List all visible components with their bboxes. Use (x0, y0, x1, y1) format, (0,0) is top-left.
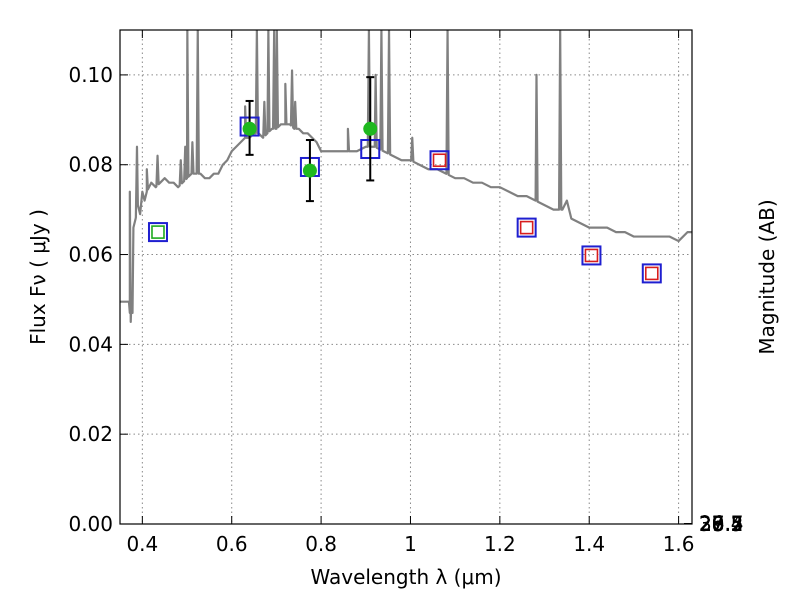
plot-area (120, 30, 692, 324)
nondetection-marker (151, 225, 165, 239)
y-axis-label-left: Flux Fν ( μJy ) (26, 209, 50, 345)
right-tick-label: 28 (699, 512, 724, 536)
axes: 0.4 0.6 0.8 1 1.2 1.4 1.6 0.00 0.02 0.04 0.06 0.08 0… (68, 30, 744, 556)
plot-frame (119, 29, 693, 525)
observed-flux-point (242, 121, 257, 136)
right-tick-label: 30 (699, 512, 724, 536)
x-tick-label: 1.6 (663, 532, 695, 556)
model-band-marker (581, 245, 602, 266)
y-tick-label: 0.08 (68, 153, 113, 177)
y-tick-label: 0.10 (68, 63, 113, 87)
right-tick-label: 27.5 (699, 512, 744, 536)
y-tick-label: 0.04 (68, 332, 113, 356)
x-tick-label: 1.2 (484, 532, 516, 556)
x-tick-label: 0.8 (305, 532, 337, 556)
x-tick-label: 1.4 (573, 532, 605, 556)
upper-limit-marker (644, 266, 659, 281)
y-tick-label: 0.00 (68, 512, 113, 536)
y-tick-label: 0.02 (68, 422, 113, 446)
upper-limit-marker (519, 220, 534, 235)
model-band-marker (516, 217, 537, 238)
right-tick-label: 27.2 (699, 512, 744, 536)
x-tick-label: 1 (404, 532, 417, 556)
observed-flux-point (363, 121, 378, 136)
x-tick-label: 0.4 (126, 532, 158, 556)
right-tick-label: 27 (699, 512, 724, 536)
upper-limit-marker (432, 153, 447, 168)
model-band-marker (641, 263, 662, 284)
model-sed-line (120, 30, 692, 324)
right-tick-label: 26.7 (699, 512, 744, 536)
x-tick-label: 0.6 (216, 532, 248, 556)
observed-flux-point (302, 163, 317, 178)
model-band-marker (147, 222, 168, 243)
x-axis-label: Wavelength λ (μm) (310, 565, 501, 589)
right-tick-label: 26.4 (699, 512, 744, 536)
model-band-marker (429, 150, 450, 171)
upper-limit-marker (584, 248, 599, 263)
right-tick-label: 26.5 (699, 512, 744, 536)
y-axis-label-right: Magnitude (AB) (755, 199, 779, 354)
y-tick-label: 0.06 (68, 243, 113, 267)
right-tick-label: 29 (699, 512, 724, 536)
right-tick-label: 28.5 (699, 512, 744, 536)
